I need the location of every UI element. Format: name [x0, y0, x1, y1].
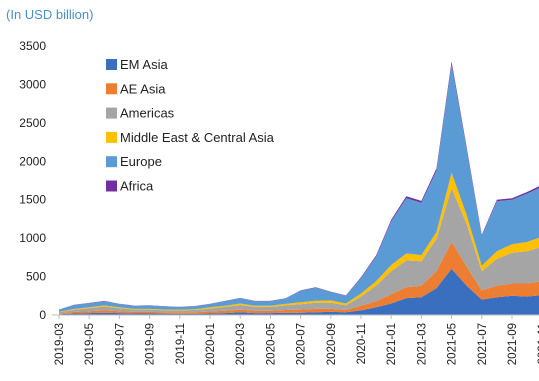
x-tick-label: 2021-09: [507, 323, 519, 365]
y-tick-label: 0: [39, 308, 46, 322]
x-tick-label: 2019-07: [114, 323, 126, 365]
x-tick-label: 2019-05: [84, 323, 96, 365]
legend-swatch: [106, 83, 117, 95]
y-tick-label: 3500: [19, 39, 46, 53]
x-tick-label: 2019-11: [175, 323, 187, 364]
x-tick-label: 2020-03: [235, 323, 247, 365]
area-americas: [59, 188, 539, 314]
x-tick-label: 2021-11: [537, 323, 539, 364]
legend-label: Middle East & Central Asia: [120, 130, 275, 145]
y-tick-label: 2500: [19, 116, 46, 130]
y-tick-label: 2000: [19, 154, 46, 168]
x-tick-label: 2021-03: [416, 323, 428, 365]
legend-label: Europe: [120, 154, 162, 169]
legend-swatch: [106, 59, 117, 70]
legend-swatch: [106, 107, 117, 119]
legend-label: AE Asia: [120, 81, 166, 96]
x-tick-label: 2020-11: [356, 323, 368, 364]
legend-label: Africa: [120, 179, 154, 194]
legend-swatch: [106, 156, 117, 168]
y-tick-label: 3000: [19, 77, 46, 91]
legend-label: EM Asia: [120, 57, 168, 72]
legend-label: Americas: [120, 106, 175, 121]
y-tick-label: 500: [26, 270, 46, 284]
legend-swatch: [106, 180, 117, 192]
x-tick-label: 2019-03: [54, 323, 66, 365]
y-tick-label: 1500: [19, 193, 46, 207]
area-ae-asia: [59, 242, 539, 315]
unit-label: (In USD billion): [6, 7, 94, 22]
x-tick-label: 2020-09: [326, 323, 338, 365]
x-tick-label: 2020-01: [205, 323, 217, 365]
area-europe: [59, 64, 539, 312]
x-tick-label: 2019-09: [145, 323, 157, 365]
x-tick-label: 2021-01: [386, 323, 398, 365]
x-tick-label: 2020-07: [296, 323, 308, 365]
area-em-asia: [59, 268, 539, 315]
legend-swatch: [106, 131, 117, 143]
x-tick-label: 2021-07: [477, 323, 489, 365]
y-tick-label: 1000: [19, 231, 46, 245]
x-tick-label: 2021-05: [447, 323, 459, 365]
x-tick-label: 2020-05: [265, 323, 277, 365]
